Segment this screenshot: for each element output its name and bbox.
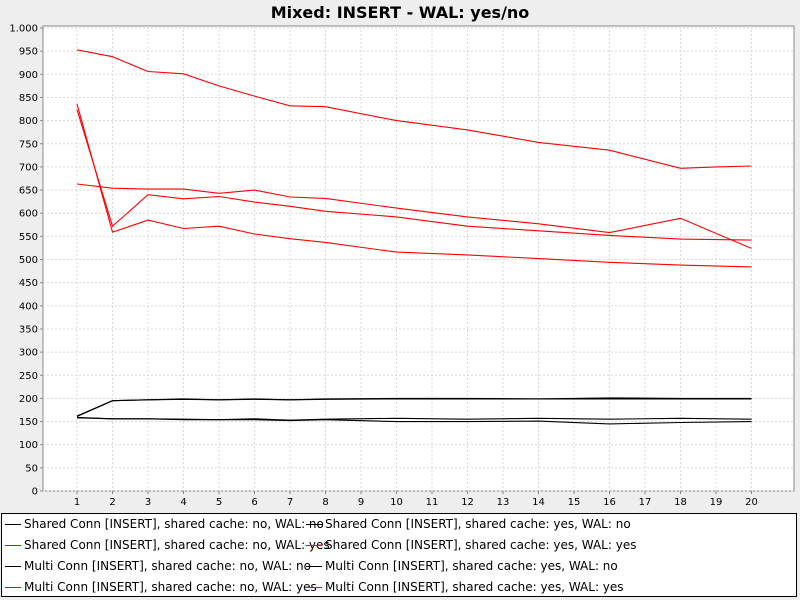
y-tick-label: 900 — [19, 70, 38, 81]
y-tick-label: 650 — [19, 186, 38, 197]
legend-swatch — [5, 523, 21, 525]
legend-item: Shared Conn [INSERT], shared cache: yes,… — [306, 535, 636, 555]
x-tick-label: 17 — [639, 497, 652, 508]
series-line-5 — [76, 416, 752, 425]
x-tick-label: 15 — [568, 497, 581, 508]
x-tick-label: 13 — [497, 497, 510, 508]
x-tick-label: 4 — [180, 497, 186, 508]
plot-area — [42, 25, 795, 492]
legend-label: Shared Conn [INSERT], shared cache: yes,… — [325, 538, 637, 552]
legend-label: Multi Conn [INSERT], shared cache: no, W… — [24, 580, 317, 594]
y-tick-label: 700 — [19, 162, 38, 173]
x-tick-label: 5 — [216, 497, 222, 508]
legend-swatch — [5, 565, 21, 567]
x-tick-label: 3 — [145, 497, 151, 508]
y-tick-label: 0 — [32, 487, 38, 498]
legend-label: Shared Conn [INSERT], shared cache: no, … — [24, 517, 324, 531]
series-line-6 — [76, 398, 752, 418]
series-lines — [76, 49, 752, 425]
legend-item: Shared Conn [INSERT], shared cache: no, … — [5, 535, 330, 555]
x-tick-label: 20 — [745, 497, 758, 508]
legend-label: Multi Conn [INSERT], shared cache: yes, … — [325, 580, 624, 594]
y-tick-label: 150 — [19, 417, 38, 428]
y-tick-label: 250 — [19, 371, 38, 382]
legend-label: Shared Conn [INSERT], shared cache: no, … — [24, 538, 330, 552]
y-tick-label: 550 — [19, 232, 38, 243]
x-tick-label: 10 — [390, 497, 403, 508]
y-tick-label: 450 — [19, 278, 38, 289]
y-tick-label: 500 — [19, 255, 38, 266]
x-tick-label: 19 — [710, 497, 723, 508]
legend: Shared Conn [INSERT], shared cache: no, … — [1, 513, 797, 597]
legend-item: Shared Conn [INSERT], shared cache: no, … — [5, 514, 324, 534]
y-tick-label: 600 — [19, 209, 38, 220]
legend-label: Multi Conn [INSERT], shared cache: no, W… — [24, 559, 311, 573]
y-tick-label: 850 — [19, 93, 38, 104]
series-line-8 — [76, 109, 752, 241]
legend-swatch — [5, 544, 21, 546]
legend-item: Multi Conn [INSERT], shared cache: yes, … — [306, 556, 618, 576]
legend-swatch — [306, 523, 322, 525]
x-tick-label: 18 — [674, 497, 687, 508]
x-tick-label: 1 — [74, 497, 80, 508]
x-tick-label: 11 — [426, 497, 439, 508]
series-line-4 — [76, 103, 752, 268]
x-tick-label: 7 — [287, 497, 293, 508]
x-tick-label: 2 — [109, 497, 115, 508]
grid-lines — [43, 26, 794, 492]
y-tick-label: 200 — [19, 394, 38, 405]
y-tick-label: 300 — [19, 348, 38, 359]
axes: 0 50 100 150 200 250 300 350 400 450 500 550 600 650 7… — [9, 24, 758, 509]
x-tick-label: 12 — [461, 497, 474, 508]
y-tick-label: 100 — [19, 440, 38, 451]
x-tick-label: 16 — [603, 497, 616, 508]
y-tick-label: 1.000 — [9, 24, 38, 35]
y-tick-label: 950 — [19, 47, 38, 58]
series-line-3 — [76, 183, 752, 249]
legend-swatch — [306, 586, 322, 588]
chart-title: Mixed: INSERT - WAL: yes/no — [270, 3, 530, 22]
legend-swatch — [306, 544, 322, 546]
legend-label: Multi Conn [INSERT], shared cache: yes, … — [325, 559, 618, 573]
x-tick-label: 6 — [251, 497, 257, 508]
y-tick-label: 50 — [25, 463, 38, 474]
legend-item: Multi Conn [INSERT], shared cache: no, W… — [5, 556, 311, 576]
legend-swatch — [5, 586, 21, 588]
chart-svg: 0 50 100 150 200 250 300 350 400 450 500 550 600 650 7… — [9, 24, 795, 509]
legend-label: Shared Conn [INSERT], shared cache: yes,… — [325, 517, 631, 531]
legend-swatch — [306, 565, 322, 567]
x-tick-label: 14 — [532, 497, 545, 508]
x-tick-label: 8 — [322, 497, 328, 508]
y-tick-label: 350 — [19, 324, 38, 335]
legend-item: Shared Conn [INSERT], shared cache: yes,… — [306, 514, 631, 534]
y-tick-label: 750 — [19, 139, 38, 150]
x-tick-label: 9 — [358, 497, 364, 508]
y-tick-label: 800 — [19, 116, 38, 127]
legend-item: Multi Conn [INSERT], shared cache: yes, … — [306, 577, 624, 597]
series-line-7 — [76, 49, 752, 169]
y-tick-label: 400 — [19, 301, 38, 312]
legend-item: Multi Conn [INSERT], shared cache: no, W… — [5, 577, 317, 597]
